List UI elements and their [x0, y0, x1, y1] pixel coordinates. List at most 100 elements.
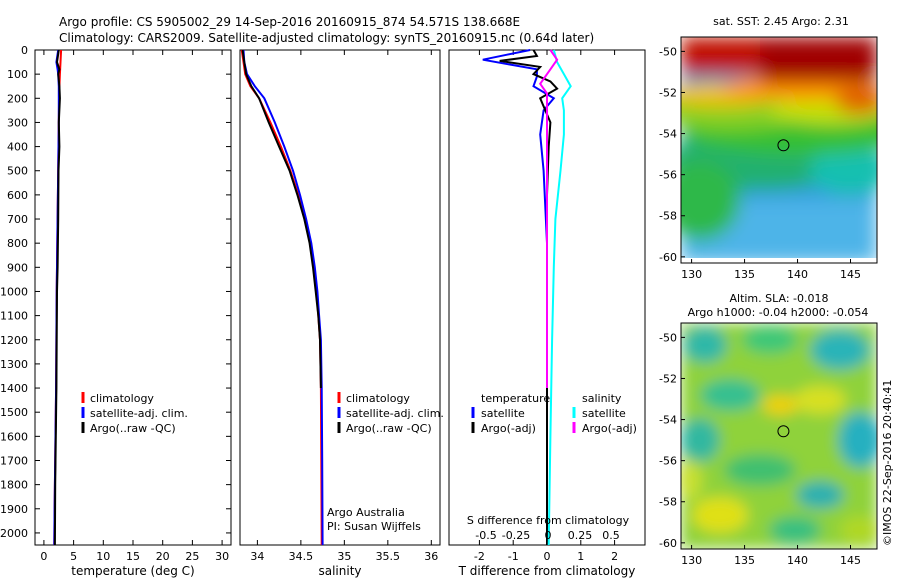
temperature-plot-frame [34, 49, 232, 546]
difference-series [482, 49, 572, 546]
series-line-2 [547, 49, 572, 546]
lon-tick-label: 145 [840, 268, 861, 281]
depth-tick-label: 1000 [0, 285, 28, 298]
x-tick-label: 35 [337, 550, 351, 563]
x-tick-label: 35.5 [376, 550, 401, 563]
depth-tick-label: 1900 [0, 503, 28, 516]
sst-map-title: sat. SST: 2.45 Argo: 2.31 [713, 15, 849, 28]
depth-tick-label: 400 [7, 141, 28, 154]
lat-tick-label: -58 [659, 210, 677, 223]
salinity-x-label: salinity [318, 564, 361, 578]
annotation-pi: PI: Susan Wijffels [327, 520, 421, 533]
s-diff-tick-label: 0 [545, 529, 552, 542]
sla-map-axes: 130 135 140 145 -50 -52 -54 -56 -58 -60 [659, 331, 861, 567]
argo-position-marker [777, 425, 790, 438]
legend-label-s-satellite: satellite [582, 407, 626, 420]
s-diff-tick-label: 0.25 [568, 529, 593, 542]
legend-label-argo: Argo(..raw -QC) [90, 422, 176, 435]
lat-tick-label: -52 [659, 86, 677, 99]
depth-tick-label: 1200 [0, 334, 28, 347]
t-difference-x-label: T difference from climatology [458, 564, 636, 578]
depth-tick-label: 300 [7, 116, 28, 129]
legend-group-salinity: salinity [582, 392, 622, 405]
lon-tick-label: 140 [787, 554, 808, 567]
depth-tick-label: 2000 [0, 527, 28, 540]
temperature-x-axis: 0 5 10 15 20 25 30 [40, 50, 229, 563]
s-difference-label: S difference from climatology [467, 514, 630, 527]
x-tick-label: 1 [577, 550, 584, 563]
x-tick-label: 5 [70, 550, 77, 563]
x-tick-label: 30 [215, 550, 229, 563]
lon-tick-label: 130 [681, 268, 702, 281]
series-line-2 [241, 49, 322, 389]
x-tick-label: 34 [250, 550, 264, 563]
legend-label-t-satellite: satellite [481, 407, 525, 420]
lat-tick-label: -54 [659, 414, 677, 427]
lon-tick-label: 145 [840, 554, 861, 567]
sst-map-panel: sat. SST: 2.45 Argo: 2.31 130 [659, 15, 878, 281]
x-tick-label: 25 [185, 550, 199, 563]
depth-tick-label: 500 [7, 165, 28, 178]
imos-credit: ©IMOS 22-Sep-2016 20:40:41 [881, 380, 894, 546]
sla-heatmap [681, 323, 877, 549]
temperature-legend: climatology satellite-adj. clim. Argo(..… [81, 392, 188, 435]
legend-label-climatology: climatology [90, 392, 154, 405]
x-tick-label: 15 [126, 550, 140, 563]
x-tick-label: 0 [40, 550, 47, 563]
depth-tick-label: 700 [7, 213, 28, 226]
temperature-series [53, 49, 63, 546]
salinity-legend: climatology satellite-adj. clim. Argo(..… [337, 392, 444, 435]
sla-map-frame [680, 322, 878, 550]
difference-panel: -2 -1 0 1 2 temperature satellite Argo(-adj)… [448, 49, 646, 578]
lon-tick-label: 130 [681, 554, 702, 567]
temperature-panel: 0100200300400500600700800900100011001200… [0, 44, 645, 578]
x-tick-label: 20 [156, 550, 170, 563]
lat-tick-label: -58 [659, 496, 677, 509]
lat-tick-label: -50 [659, 45, 677, 58]
legend-label-t-argo: Argo(-adj) [481, 422, 536, 435]
s-difference-ticks: -0.5 -0.25 0 0.25 0.5 [475, 529, 619, 542]
lat-tick-label: -56 [659, 455, 677, 468]
sst-map-frame [680, 36, 878, 264]
sla-map-title: Altim. SLA: -0.018 [729, 292, 828, 305]
series-line-2 [53, 49, 61, 546]
depth-tick-label: 1800 [0, 479, 28, 492]
lat-tick-label: -60 [659, 251, 677, 264]
depth-tick-label: 1500 [0, 406, 28, 419]
lat-tick-label: -50 [659, 331, 677, 344]
depth-tick-label: 1400 [0, 382, 28, 395]
sst-heatmap [681, 37, 877, 263]
sla-map-subtitle: Argo h1000: -0.04 h2000: -0.054 [688, 306, 869, 319]
lon-tick-label: 135 [734, 268, 755, 281]
depth-tick-label: 200 [7, 92, 28, 105]
salinity-x-axis: 34 34.5 35 35.5 36 [250, 50, 438, 563]
lon-tick-label: 140 [787, 268, 808, 281]
header-line-1: Argo profile: CS 5905002_29 14-Sep-2016 … [59, 15, 520, 29]
s-diff-tick-label: -0.25 [502, 529, 530, 542]
difference-legend: temperature satellite Argo(-adj) salinit… [471, 392, 637, 435]
x-tick-label: 10 [96, 550, 110, 563]
lat-tick-label: -52 [659, 372, 677, 385]
lat-tick-label: -54 [659, 128, 677, 141]
x-tick-label: 36 [424, 550, 438, 563]
depth-tick-label: 100 [7, 68, 28, 81]
sla-map-panel: Altim. SLA: -0.018 Argo h1000: -0.04 h20… [659, 292, 878, 567]
t-difference-x-axis: -2 -1 0 1 2 [474, 50, 618, 563]
argo-position-marker [777, 139, 790, 152]
x-tick-label: 34.5 [289, 550, 314, 563]
depth-tick-label: 800 [7, 237, 28, 250]
salinity-panel: 34 34.5 35 35.5 36 climatology satellite-adj… [239, 49, 444, 578]
legend-label-climatology: climatology [346, 392, 410, 405]
x-tick-label: -1 [508, 550, 519, 563]
salinity-series [240, 49, 324, 546]
series-line-3 [538, 49, 559, 388]
depth-tick-label: 1100 [0, 310, 28, 323]
legend-label-argo: Argo(..raw -QC) [346, 422, 432, 435]
header-line-2: Climatology: CARS2009. Satellite-adjuste… [59, 31, 594, 45]
x-tick-label: -2 [474, 550, 485, 563]
legend-label-satellite-adj: satellite-adj. clim. [346, 407, 444, 420]
lat-tick-label: -60 [659, 537, 677, 550]
sst-map-axes: 130 135 140 145 -50 -52 -54 -56 -58 -60 [659, 45, 861, 281]
annotation-argo-australia: Argo Australia [327, 506, 405, 519]
